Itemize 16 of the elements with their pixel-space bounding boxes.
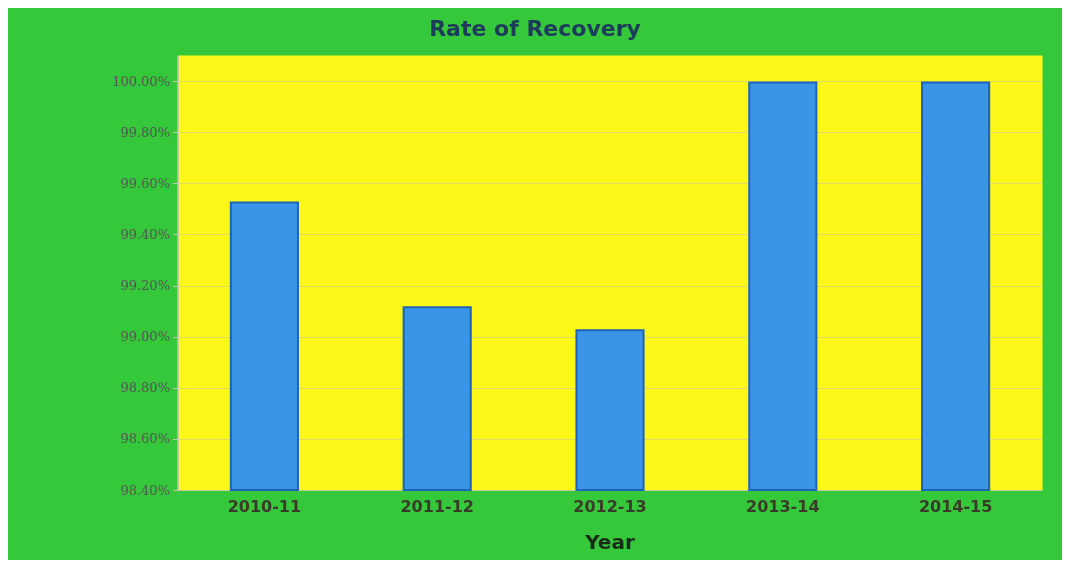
x-tick-label: 2014-15 <box>918 496 993 516</box>
y-tick-label: 99.00% <box>120 329 170 345</box>
x-axis-title: Year <box>584 530 635 554</box>
y-tick-label: 99.40% <box>120 227 170 243</box>
y-tick-label: 98.60% <box>120 431 170 447</box>
y-tick-label: 99.80% <box>120 125 170 141</box>
x-tick-label: 2012-13 <box>573 496 647 516</box>
x-tick-label: 2010-11 <box>227 496 302 516</box>
chart-title: Rate of Recovery <box>429 15 641 41</box>
y-tick-label: 99.20% <box>120 278 170 294</box>
y-tick-label: 100.00% <box>112 74 170 90</box>
y-tick-label: 99.60% <box>120 176 170 192</box>
y-tick-label: 98.40% <box>120 482 170 498</box>
x-tick-label: 2011-12 <box>400 496 474 516</box>
x-tick-label: 2013-14 <box>746 496 820 516</box>
y-tick-label: 98.80% <box>120 380 170 396</box>
